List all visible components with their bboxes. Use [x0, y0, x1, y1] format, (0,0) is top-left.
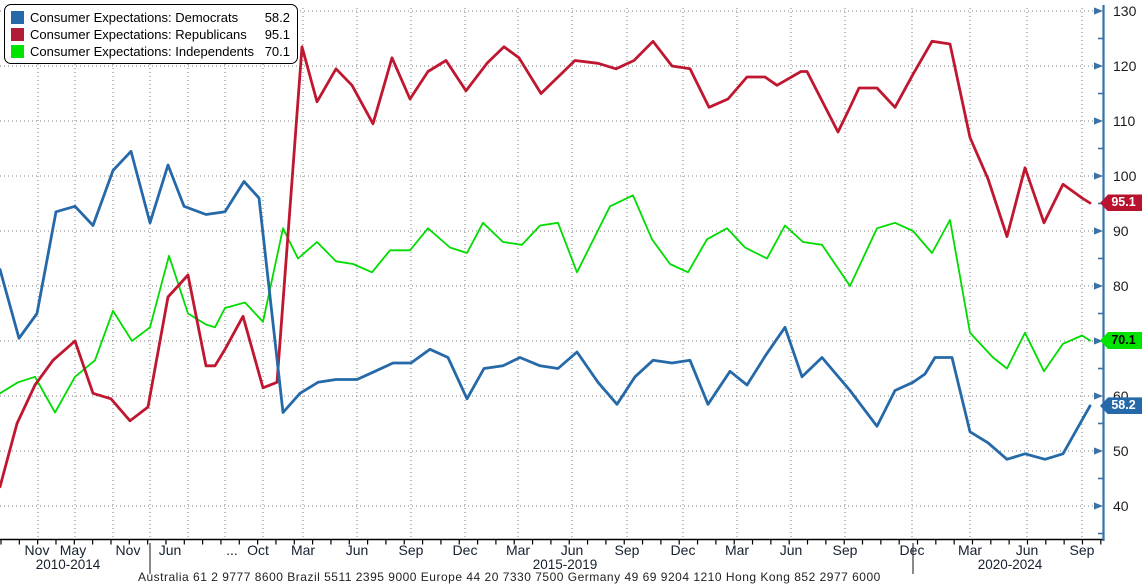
y-tick-label: 130 [1113, 3, 1137, 19]
x-tick-label: Dec [899, 542, 925, 558]
x-tick-label: Jun [1015, 542, 1039, 558]
last-value-badge: 58.2 [1100, 397, 1142, 415]
legend-value: 70.1 [264, 44, 290, 59]
y-major-tick [1094, 172, 1103, 180]
y-tick-label: 110 [1113, 113, 1136, 129]
x-tick-label: Sep [1069, 542, 1095, 558]
x-tick-label: Mar [290, 542, 316, 558]
y-tick-label: 40 [1113, 498, 1129, 514]
x-tick-label: Jun [779, 542, 803, 558]
legend-label: Consumer Expectations: Democrats [30, 10, 239, 25]
y-tick-label: 80 [1113, 278, 1129, 294]
x-tick-label: Nov [24, 542, 50, 558]
x-tick-label: Mar [957, 542, 983, 558]
legend-value: 95.1 [264, 27, 290, 42]
legend-label: Consumer Expectations: Republicans [30, 27, 247, 42]
y-tick-label: 50 [1113, 443, 1129, 459]
x-period-label: 2020-2024 [977, 557, 1043, 572]
y-tick-label: 90 [1113, 223, 1129, 239]
series-line [0, 39, 1092, 489]
legend-swatch-icon [11, 28, 24, 41]
x-tick-label: Sep [614, 542, 640, 558]
series-line [0, 149, 1092, 461]
x-tick-label: Mar [724, 542, 750, 558]
y-major-tick [1094, 62, 1103, 70]
legend-item[interactable]: Consumer Expectations: Independents 70.1 [11, 43, 290, 60]
x-tick-label: Mar [505, 542, 531, 558]
legend-item[interactable]: Consumer Expectations: Republicans 95.1 [11, 26, 290, 43]
y-major-tick [1094, 447, 1103, 455]
y-major-tick [1094, 392, 1103, 400]
footer-contact-line: Australia 61 2 9777 8600 Brazil 5511 239… [138, 570, 881, 584]
y-major-tick [1094, 282, 1103, 290]
y-tick-label: 100 [1113, 168, 1137, 184]
x-period-label: 2015-2019 [532, 557, 598, 572]
x-tick-label: Dec [670, 542, 696, 558]
x-tick-label: Jun [345, 542, 369, 558]
y-major-tick [1094, 227, 1103, 235]
legend-swatch-icon [11, 11, 24, 24]
x-tick-label: Nov [115, 542, 141, 558]
x-tick-label: ... [226, 542, 238, 558]
x-tick-label: Oct [247, 542, 269, 558]
x-tick-label: Dec [452, 542, 478, 558]
x-tick-label: Sep [832, 542, 858, 558]
legend-swatch-icon [11, 45, 24, 58]
legend-item[interactable]: Consumer Expectations: Democrats 58.2 [11, 9, 290, 26]
x-period-label: 2010-2014 [35, 557, 101, 572]
y-tick-label: 120 [1113, 58, 1137, 74]
y-major-tick [1094, 502, 1103, 510]
y-major-tick [1094, 337, 1103, 345]
series-line [0, 194, 1091, 414]
legend: Consumer Expectations: Democrats 58.2 Cons… [4, 4, 298, 64]
y-major-tick [1094, 7, 1103, 15]
x-tick-label: Jun [560, 542, 584, 558]
legend-value: 58.2 [264, 10, 290, 25]
x-tick-label: May [59, 542, 87, 558]
last-value-badge: 70.1 [1100, 331, 1142, 349]
legend-label: Consumer Expectations: Independents [30, 44, 255, 59]
y-major-tick [1094, 117, 1103, 125]
x-tick-label: Jun [158, 542, 182, 558]
last-value-badge: 95.1 [1100, 194, 1142, 212]
x-tick-label: Sep [398, 542, 424, 558]
